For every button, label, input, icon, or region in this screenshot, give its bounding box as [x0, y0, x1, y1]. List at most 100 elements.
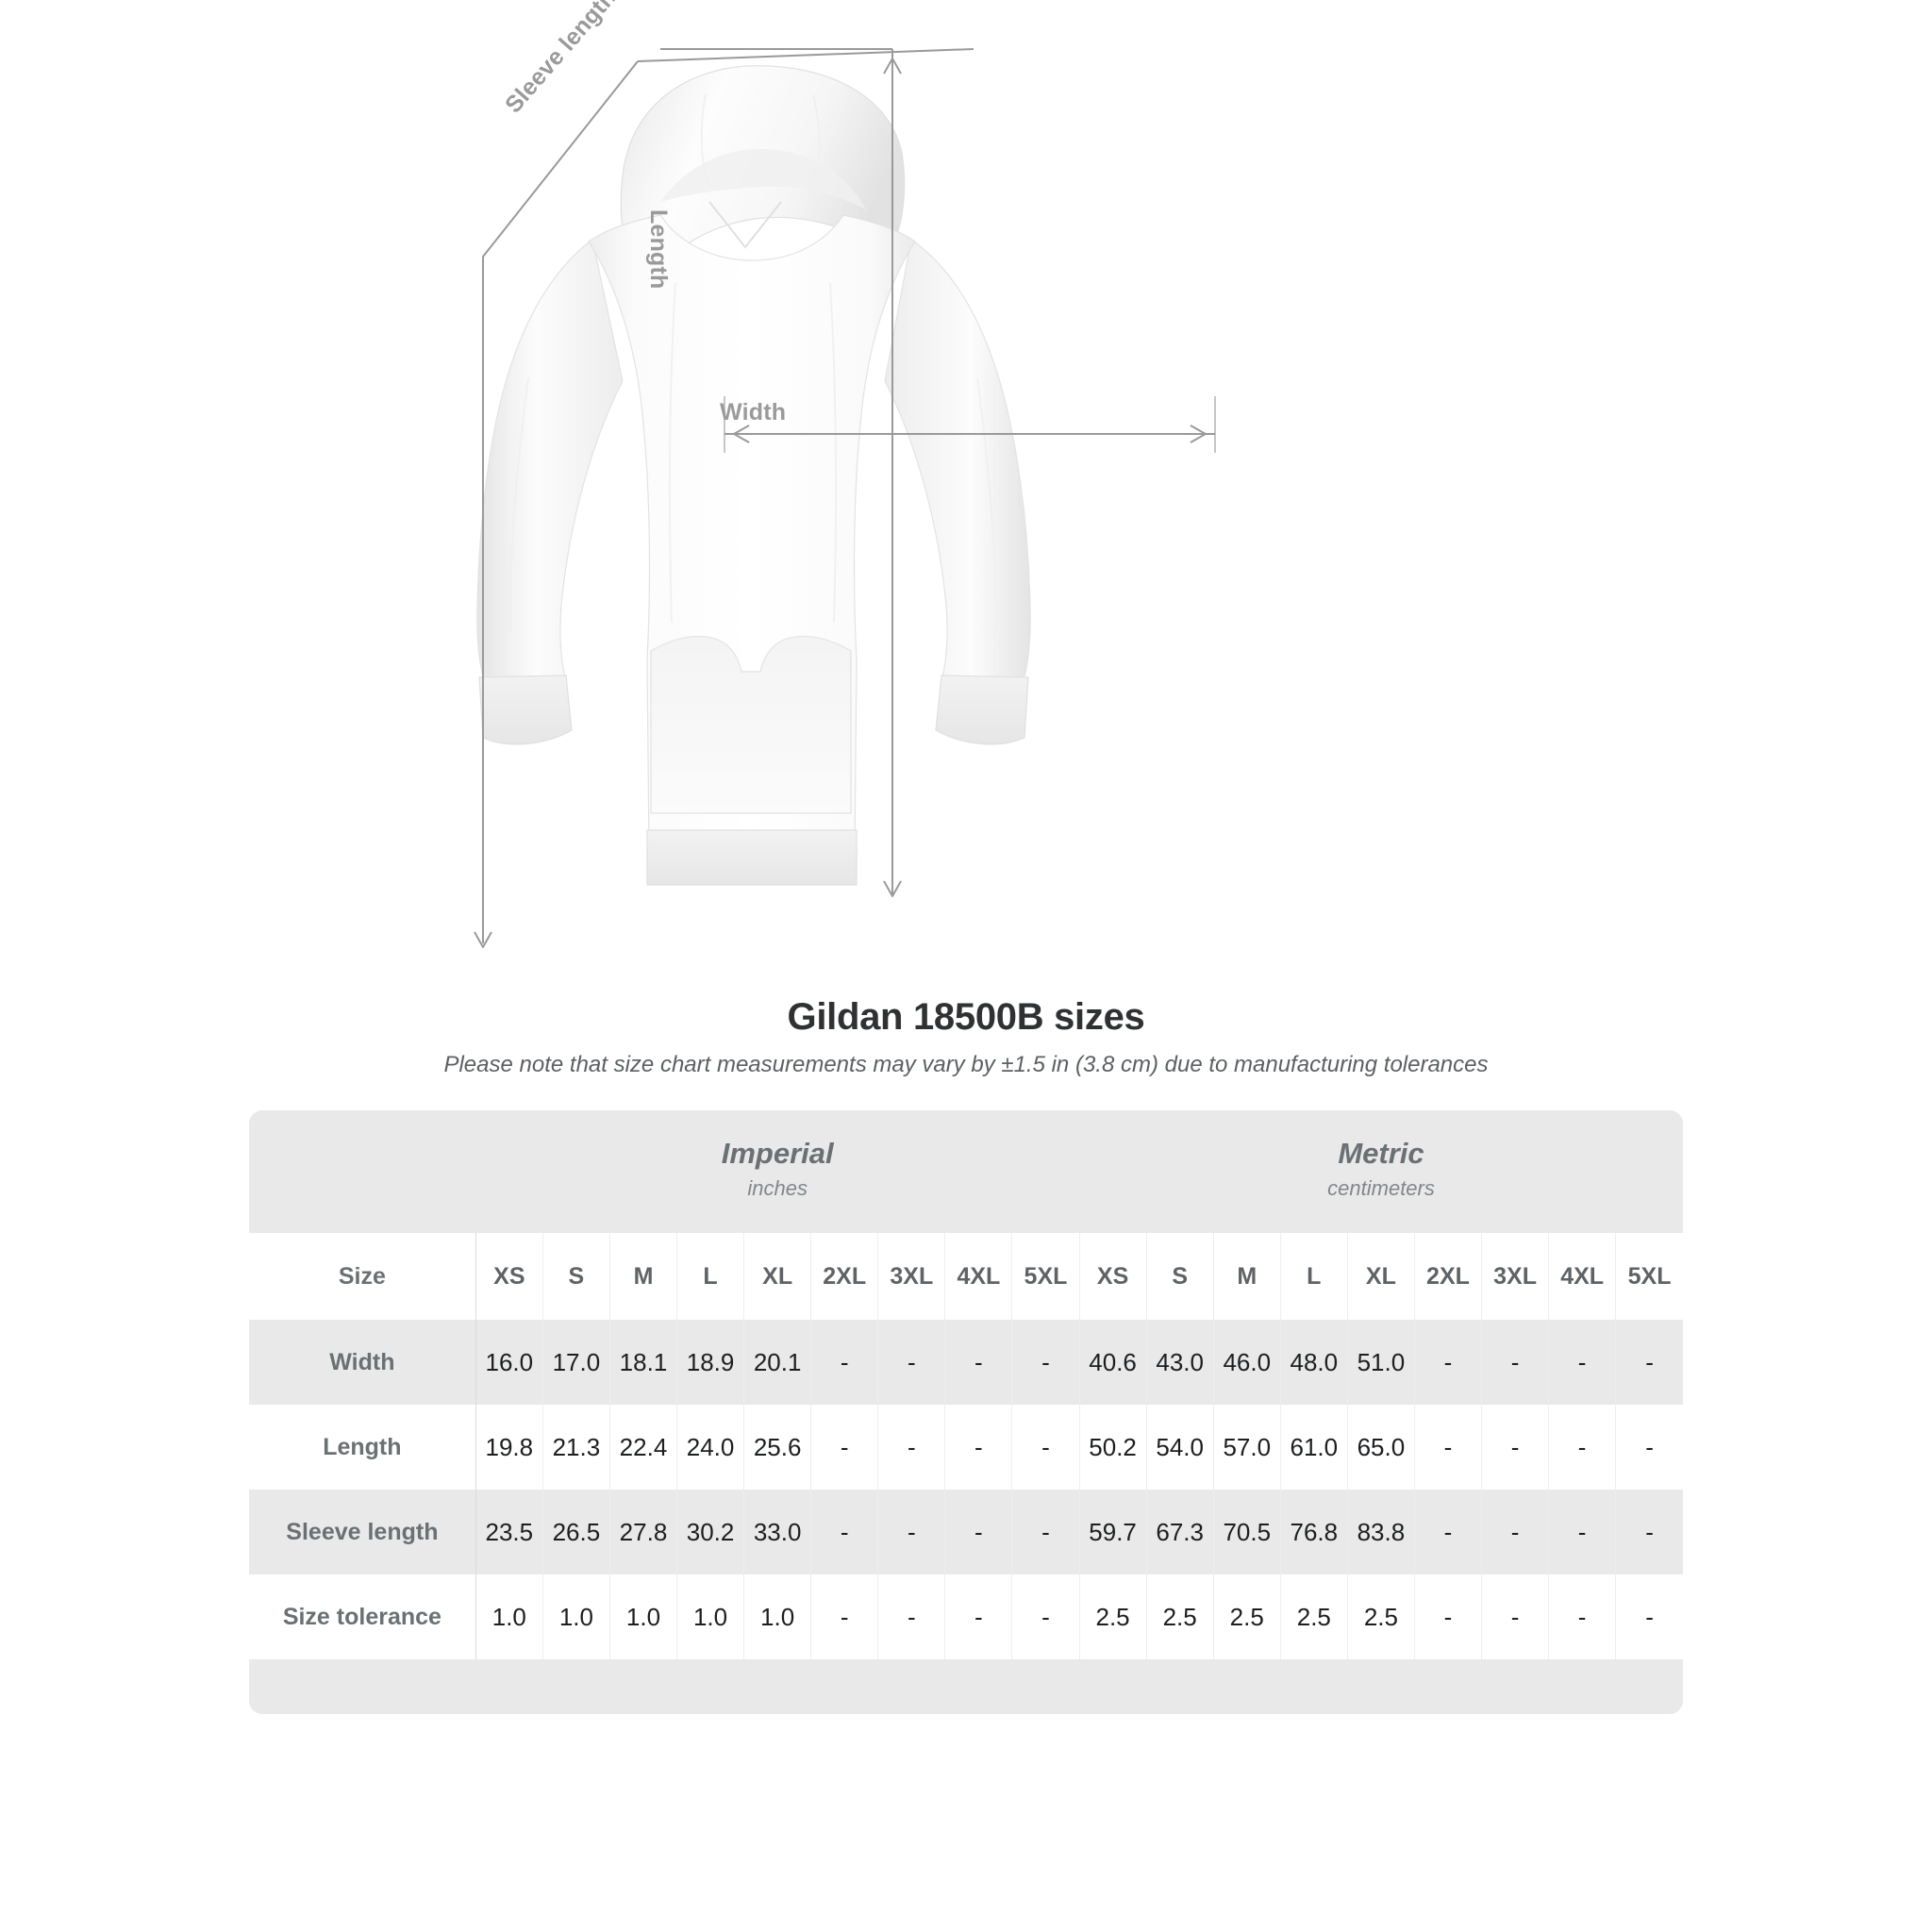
size-header-metric-s: S: [1146, 1233, 1214, 1320]
size-header-metric-4xl: 4XL: [1548, 1233, 1617, 1320]
cell-value: 18.1: [619, 1347, 668, 1376]
cell-value: 1.0: [760, 1602, 795, 1631]
size-header-label: XL: [762, 1262, 793, 1290]
row-label: Length: [323, 1433, 402, 1460]
size-header-metric-m: M: [1213, 1233, 1281, 1320]
size-header-label: 4XL: [1560, 1262, 1605, 1290]
cell-metric-4xl: -: [1548, 1320, 1617, 1405]
cell-imperial-2xl: -: [810, 1490, 879, 1574]
cell-imperial-3xl: -: [877, 1574, 946, 1659]
size-label: Size: [338, 1262, 386, 1290]
cell-value: 18.9: [686, 1347, 735, 1376]
cell-metric-xs: 40.6: [1078, 1320, 1147, 1405]
length-annotation-label: Length: [645, 209, 672, 290]
size-header-label: 5XL: [1024, 1262, 1068, 1290]
cell-imperial-xl: 33.0: [743, 1490, 812, 1574]
cell-value: -: [907, 1517, 916, 1546]
size-header-label: XL: [1365, 1262, 1396, 1290]
cell-value: 2.5: [1296, 1602, 1331, 1631]
cell-metric-m: 57.0: [1213, 1405, 1281, 1490]
size-label-cell: Size: [249, 1233, 476, 1320]
cell-value: 27.8: [619, 1517, 668, 1546]
row-label-cell: Size tolerance: [249, 1574, 476, 1659]
imperial-name: Imperial: [721, 1137, 834, 1171]
table-footer-band: [249, 1659, 1683, 1714]
cell-value: 22.4: [619, 1432, 668, 1461]
cell-metric-2xl: -: [1414, 1320, 1483, 1405]
cell-value: 46.0: [1223, 1347, 1272, 1376]
size-header-imperial-2xl: 2XL: [810, 1233, 879, 1320]
cell-value: -: [1510, 1347, 1520, 1376]
cell-imperial-4xl: -: [944, 1574, 1013, 1659]
row-label: Width: [329, 1348, 395, 1375]
cell-value: -: [1645, 1432, 1654, 1461]
cell-value: -: [840, 1432, 849, 1461]
cell-value: -: [840, 1347, 849, 1376]
imperial-sub: inches: [747, 1176, 808, 1201]
cell-imperial-xs: 19.8: [475, 1405, 543, 1490]
cell-value: -: [1577, 1517, 1587, 1546]
left-cuff: [478, 675, 573, 745]
cell-metric-3xl: -: [1481, 1490, 1550, 1574]
size-header-metric-xl: XL: [1347, 1233, 1415, 1320]
cell-value: 17.0: [552, 1347, 601, 1376]
cell-imperial-m: 1.0: [609, 1574, 678, 1659]
cell-metric-3xl: -: [1481, 1574, 1550, 1659]
cell-value: 70.5: [1223, 1517, 1272, 1546]
cell-metric-xs: 2.5: [1078, 1574, 1147, 1659]
cell-metric-2xl: -: [1414, 1574, 1483, 1659]
bottom-hem: [646, 829, 858, 886]
cell-imperial-5xl: -: [1011, 1574, 1080, 1659]
cell-value: -: [1645, 1602, 1654, 1631]
cell-value: 33.0: [753, 1517, 802, 1546]
cell-metric-s: 2.5: [1146, 1574, 1214, 1659]
cell-value: 25.6: [753, 1432, 802, 1461]
size-header-metric-3xl: 3XL: [1481, 1233, 1550, 1320]
cell-metric-5xl: -: [1615, 1320, 1683, 1405]
cell-value: 21.3: [552, 1432, 601, 1461]
size-header-label: XS: [493, 1262, 525, 1290]
cell-value: -: [974, 1432, 983, 1461]
cell-value: -: [974, 1347, 983, 1376]
cell-value: 19.8: [485, 1432, 534, 1461]
cell-value: -: [1443, 1517, 1453, 1546]
cell-metric-xl: 2.5: [1347, 1574, 1415, 1659]
table-row: Length 19.8 21.3 22.4 24.0 25.6 - - - - 50.2 54.0 57…: [249, 1405, 1683, 1490]
cell-imperial-4xl: -: [944, 1405, 1013, 1490]
cell-metric-xl: 51.0: [1347, 1320, 1415, 1405]
size-header-label: S: [568, 1262, 585, 1290]
cell-imperial-4xl: -: [944, 1320, 1013, 1405]
cell-imperial-5xl: -: [1011, 1490, 1080, 1574]
unit-header-metric: Metric centimeters: [1079, 1110, 1683, 1233]
cell-value: 57.0: [1223, 1432, 1272, 1461]
cell-imperial-4xl: -: [944, 1490, 1013, 1574]
cell-value: -: [1443, 1602, 1453, 1631]
cell-imperial-s: 21.3: [542, 1405, 610, 1490]
cell-value: 16.0: [485, 1347, 534, 1376]
cell-imperial-l: 1.0: [676, 1574, 745, 1659]
page-subtitle: Please note that size chart measurements…: [443, 1052, 1489, 1077]
cell-value: -: [1577, 1432, 1587, 1461]
cell-value: 1.0: [692, 1602, 728, 1631]
cell-metric-3xl: -: [1481, 1320, 1550, 1405]
cell-value: 1.0: [558, 1602, 593, 1631]
footer-right: [475, 1659, 1683, 1714]
right-cuff: [935, 675, 1029, 745]
cell-imperial-3xl: -: [877, 1320, 946, 1405]
size-header-label: M: [633, 1262, 654, 1290]
cell-metric-m: 2.5: [1213, 1574, 1281, 1659]
cell-value: 61.0: [1290, 1432, 1339, 1461]
cell-value: -: [1041, 1517, 1050, 1546]
cell-value: 67.3: [1156, 1517, 1204, 1546]
cell-metric-s: 67.3: [1146, 1490, 1214, 1574]
cell-value: -: [1510, 1602, 1520, 1631]
cell-imperial-2xl: -: [810, 1320, 879, 1405]
neck-vee: [708, 201, 782, 249]
cell-value: 23.5: [485, 1517, 534, 1546]
cell-value: -: [974, 1602, 983, 1631]
cell-value: -: [1510, 1432, 1520, 1461]
cell-value: -: [974, 1517, 983, 1546]
cell-imperial-xs: 1.0: [475, 1574, 543, 1659]
cell-imperial-2xl: -: [810, 1574, 879, 1659]
table-row: Sleeve length 23.5 26.5 27.8 30.2 33.0 - - - - 59.…: [249, 1490, 1683, 1574]
